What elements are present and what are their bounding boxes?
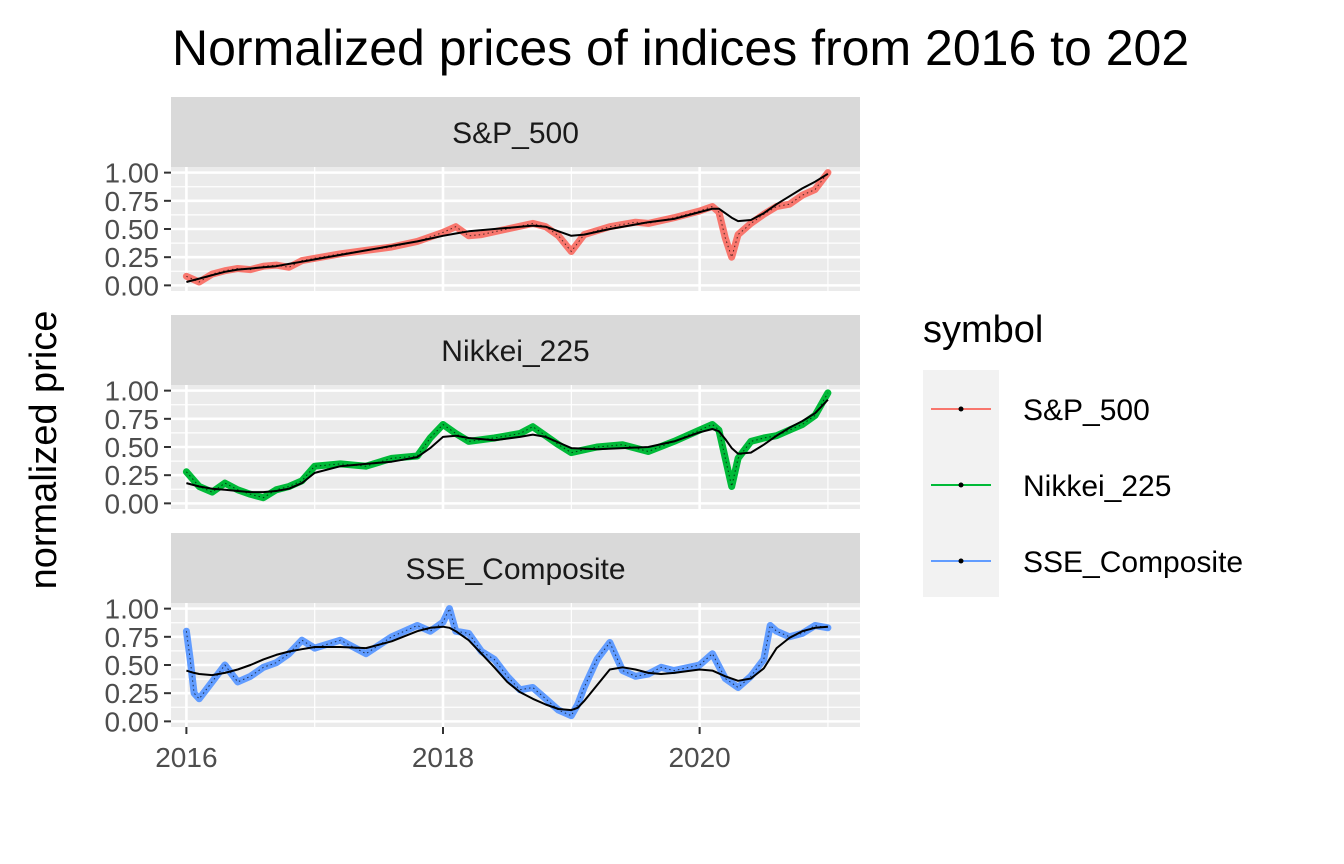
y-tick-label: 0.25 xyxy=(105,678,160,709)
legend-title: symbol xyxy=(923,309,1043,351)
series-points-sse-composite xyxy=(185,607,828,717)
legend-point-sse-composite xyxy=(958,558,964,564)
x-axis: 2016 2018 2020 xyxy=(155,727,731,773)
facet-strip xyxy=(171,533,860,603)
legend-label-nikkei-225: Nikkei_225 xyxy=(1023,470,1171,503)
y-tick-label: 0.75 xyxy=(105,186,160,217)
facet-strip-label: Nikkei_225 xyxy=(441,335,589,368)
legend-item-nikkei-225: Nikkei_225 xyxy=(931,470,1171,503)
x-tick-label: 2016 xyxy=(155,742,217,773)
y-tick-label: 0.25 xyxy=(105,460,160,491)
y-tick-label: 0.25 xyxy=(105,242,160,273)
y-tick-label: 0.50 xyxy=(105,432,160,463)
x-tick-label: 2018 xyxy=(412,742,474,773)
series-points-nikkei-225 xyxy=(186,392,829,499)
facet-panels: S&P_5000.000.250.500.751.00Nikkei_2250.0… xyxy=(105,97,860,737)
series-line-s-p-500 xyxy=(182,169,832,286)
x-tick-label: 2020 xyxy=(668,742,730,773)
panel-sse-composite: SSE_Composite 0.000.250.500.751.00 xyxy=(105,533,860,737)
legend-item-s-p-500: S&P_500 xyxy=(931,394,1150,427)
legend-label-s-p-500: S&P_500 xyxy=(1023,394,1150,427)
legend-point-nikkei-225 xyxy=(958,482,964,488)
y-tick-label: 1.00 xyxy=(105,594,160,625)
y-tick-label: 0.00 xyxy=(105,270,160,301)
legend-label-sse-composite: SSE_Composite xyxy=(1023,546,1243,579)
facet-strip-label: SSE_Composite xyxy=(405,553,625,586)
legend-item-sse-composite: SSE_Composite xyxy=(931,546,1243,579)
y-tick-label: 0.75 xyxy=(105,404,160,435)
y-tick-label: 0.50 xyxy=(105,650,160,681)
panel-nikkei-225: Nikkei_225 0.000.250.500.751.00 xyxy=(105,315,860,519)
y-tick-label: 0.00 xyxy=(105,488,160,519)
facet-strip xyxy=(171,97,860,167)
y-tick-label: 0.00 xyxy=(105,706,160,737)
y-tick-label: 0.75 xyxy=(105,622,160,653)
trend-line-nikkei-225 xyxy=(186,399,829,494)
panel-s-p-500: S&P_500 0.000.250.500.751.00 xyxy=(105,97,860,301)
facet-strip-label: S&P_500 xyxy=(452,117,579,150)
y-tick-label: 0.50 xyxy=(105,214,160,245)
chart-title: Normalized prices of indices from 2016 t… xyxy=(172,20,1189,76)
y-tick-label: 1.00 xyxy=(105,376,160,407)
legend-point-s-p-500 xyxy=(958,406,964,412)
trend-line-s-p-500 xyxy=(186,172,829,283)
legend: symbol S&P_500 Nikkei_225 SSE_Composite xyxy=(923,309,1243,597)
y-tick-label: 1.00 xyxy=(105,158,160,189)
trend-line-sse-composite xyxy=(186,625,828,712)
y-axis-label: normalized price xyxy=(23,311,65,590)
facet-strip xyxy=(171,315,860,385)
